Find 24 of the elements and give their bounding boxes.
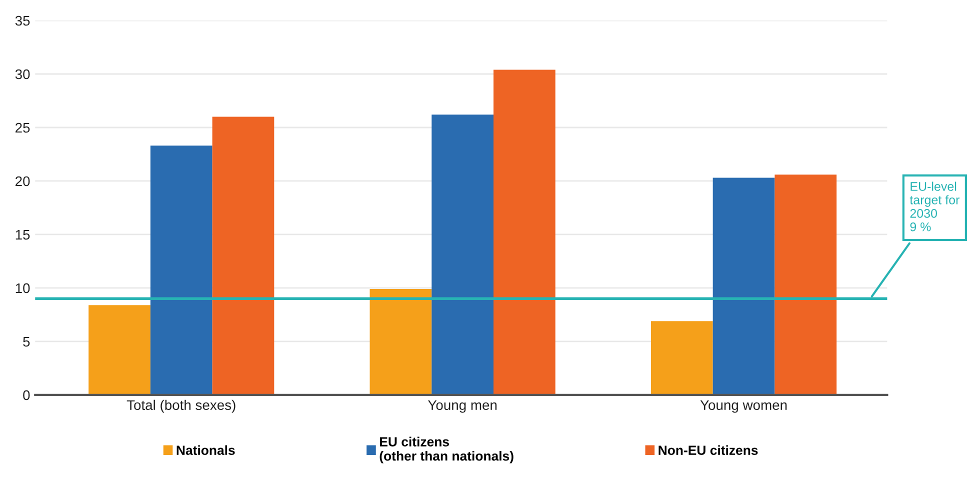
y-tick-label: 20 [16, 176, 30, 186]
x-tick-label: Young women [700, 400, 787, 413]
bar [650, 321, 713, 395]
x-tick-label: Total (both sexes) [126, 400, 236, 413]
y-tick-label: 10 [16, 283, 30, 294]
bar [774, 174, 837, 395]
bar [432, 114, 494, 395]
y-tick-label: 0 [23, 390, 30, 400]
x-tick-label: Young men [428, 400, 497, 413]
legend-label: EU citizens (other than nationals) [380, 436, 514, 464]
bar [88, 305, 150, 395]
ref-line-label: EU-level target for 2030 9 % [910, 182, 960, 232]
bar [712, 178, 775, 395]
y-tick-label: 15 [16, 230, 30, 240]
y-tick-label: 30 [15, 69, 30, 80]
bar [494, 70, 556, 395]
bar [370, 289, 432, 395]
bar [150, 146, 212, 395]
y-tick-label: 25 [16, 122, 30, 133]
legend-label: Nationals [176, 445, 235, 455]
y-tick-label: 5 [23, 336, 30, 347]
y-tick-label: 35 [15, 16, 30, 26]
legend-label: Non-EU citizens [658, 445, 758, 455]
bar [212, 116, 274, 395]
